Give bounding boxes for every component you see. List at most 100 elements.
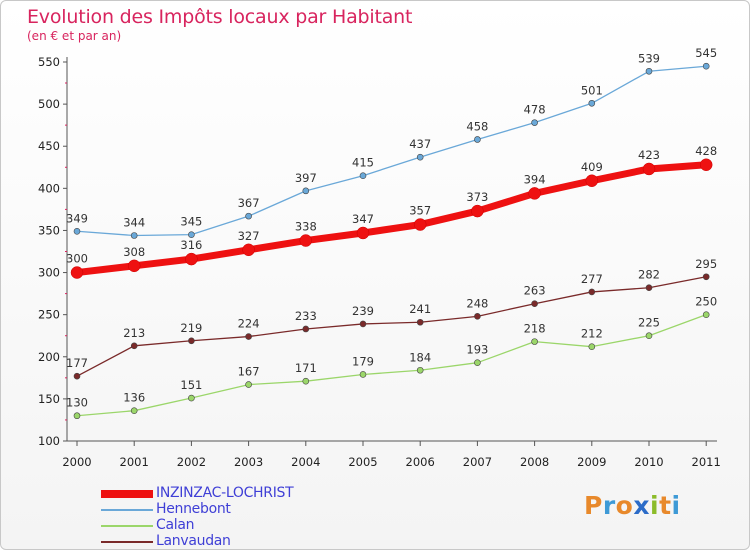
- x-tick-label: 2003: [234, 455, 263, 469]
- data-point-lanvaudan: [474, 313, 481, 320]
- chart-subtitle: (en € et par an): [27, 29, 122, 43]
- data-label-inzinzac-lochrist: 300: [66, 252, 88, 266]
- data-point-inzinzac-lochrist: [699, 158, 713, 172]
- y-tick-label: 300: [38, 266, 60, 280]
- x-tick-label: 2009: [577, 455, 606, 469]
- data-point-lanvaudan: [645, 284, 653, 292]
- y-tick-label: 100: [38, 434, 60, 448]
- data-label-hennebont: 397: [295, 171, 317, 185]
- data-label-calan: 225: [638, 316, 660, 330]
- data-point-inzinzac-lochrist: [585, 174, 599, 188]
- logo-letter: o: [615, 491, 634, 520]
- data-label-lanvaudan: 224: [238, 317, 260, 331]
- series-line-inzinzac-lochrist: [73, 161, 710, 277]
- data-label-calan: 171: [295, 361, 317, 375]
- legend-swatch: [101, 525, 153, 527]
- data-label-lanvaudan: 233: [295, 309, 317, 323]
- data-point-lanvaudan: [130, 342, 138, 350]
- y-tick-label: 450: [38, 139, 60, 153]
- series-line-calan: [76, 314, 707, 417]
- data-label-calan: 218: [524, 322, 546, 336]
- data-label-lanvaudan: 263: [524, 284, 546, 298]
- data-label-inzinzac-lochrist: 394: [524, 172, 546, 186]
- data-label-inzinzac-lochrist: 327: [238, 229, 260, 243]
- data-point-calan: [73, 412, 81, 420]
- data-point-hennebont: [73, 227, 81, 235]
- data-point-inzinzac-lochrist: [70, 266, 84, 279]
- proxiti-logo: Proxiti: [584, 491, 681, 520]
- x-tick-label: 2005: [348, 455, 377, 469]
- data-point-hennebont: [359, 172, 367, 179]
- data-point-hennebont: [416, 153, 424, 161]
- data-label-hennebont: 367: [238, 196, 260, 210]
- data-label-calan: 167: [238, 365, 260, 379]
- data-label-hennebont: 437: [409, 137, 431, 151]
- data-point-calan: [588, 343, 596, 350]
- data-point-calan: [474, 359, 481, 366]
- data-label-inzinzac-lochrist: 308: [123, 245, 145, 259]
- logo-letter: r: [602, 491, 616, 520]
- data-label-hennebont: 458: [466, 119, 488, 133]
- data-label-calan: 184: [409, 350, 431, 364]
- data-point-lanvaudan: [531, 300, 538, 308]
- data-label-inzinzac-lochrist: 409: [581, 160, 603, 174]
- data-label-hennebont: 545: [695, 46, 717, 60]
- y-tick-label: 200: [38, 350, 60, 364]
- x-tick-label: 2011: [692, 455, 721, 469]
- data-label-lanvaudan: 277: [581, 272, 603, 286]
- data-point-lanvaudan: [588, 288, 596, 296]
- data-point-inzinzac-lochrist: [642, 162, 656, 176]
- data-point-hennebont: [645, 67, 653, 75]
- x-tick-label: 2010: [634, 455, 663, 469]
- data-point-calan: [188, 394, 195, 402]
- logo-letter: t: [659, 491, 672, 520]
- logo-letter: i: [671, 491, 681, 520]
- data-point-hennebont: [531, 119, 538, 126]
- data-label-calan: 179: [352, 354, 374, 368]
- data-point-calan: [645, 332, 653, 340]
- legend-item-inzinzac-lochrist: INZINZAC-LOCHRIST: [101, 485, 361, 502]
- x-tick-label: 2007: [463, 455, 492, 469]
- data-label-lanvaudan: 213: [123, 326, 145, 340]
- data-label-hennebont: 478: [524, 103, 546, 117]
- data-point-inzinzac-lochrist: [127, 259, 141, 273]
- series-line-hennebont: [76, 65, 707, 237]
- data-label-hennebont: 539: [638, 51, 660, 65]
- data-label-hennebont: 349: [66, 211, 88, 225]
- legend-item-hennebont: Hennebont: [101, 501, 361, 518]
- data-point-calan: [302, 377, 310, 385]
- data-point-inzinzac-lochrist: [413, 218, 427, 231]
- data-point-inzinzac-lochrist: [242, 243, 255, 257]
- data-label-inzinzac-lochrist: 423: [638, 148, 660, 162]
- legend-swatch: [101, 490, 153, 498]
- legend-label: Calan: [156, 517, 195, 533]
- data-label-hennebont: 501: [581, 83, 603, 97]
- logo-letter: P: [584, 491, 603, 520]
- data-point-hennebont: [302, 187, 310, 195]
- y-tick-label: 550: [38, 55, 60, 69]
- data-label-inzinzac-lochrist: 316: [180, 238, 202, 252]
- x-tick-label: 2008: [520, 455, 549, 469]
- legend-swatch: [101, 541, 153, 543]
- data-label-hennebont: 415: [352, 156, 374, 170]
- data-label-lanvaudan: 219: [180, 321, 202, 335]
- data-label-calan: 212: [581, 327, 603, 341]
- data-point-calan: [702, 311, 710, 318]
- logo-letter: x: [633, 491, 650, 520]
- data-point-hennebont: [130, 232, 138, 239]
- data-point-hennebont: [188, 231, 195, 238]
- data-point-inzinzac-lochrist: [185, 252, 198, 266]
- data-label-hennebont: 345: [180, 215, 202, 229]
- data-point-lanvaudan: [702, 273, 710, 281]
- legend-label: Lanvaudan: [156, 533, 231, 549]
- data-label-inzinzac-lochrist: 357: [409, 204, 431, 218]
- data-point-hennebont: [245, 212, 252, 220]
- data-label-lanvaudan: 241: [409, 302, 431, 316]
- data-point-hennebont: [702, 62, 710, 70]
- data-label-calan: 130: [66, 396, 88, 410]
- data-point-inzinzac-lochrist: [471, 204, 484, 218]
- data-point-lanvaudan: [188, 337, 195, 345]
- data-point-calan: [531, 338, 538, 345]
